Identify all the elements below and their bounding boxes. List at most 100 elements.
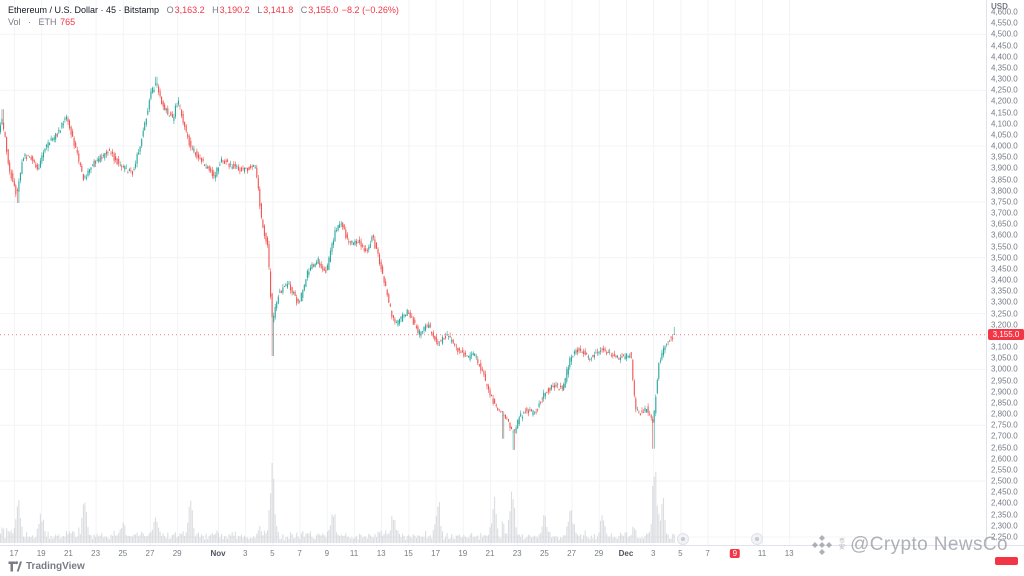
price-axis-label: 4,450.0 [991,41,1018,50]
change-value: −8.2 (−0.26%) [341,5,399,15]
time-axis-label: Dec [618,549,634,558]
price-axis-label: 2,400.0 [991,498,1018,508]
watermark-text: @Crypto NewsCo [850,534,1008,555]
time-axis-label: 19 [458,549,468,558]
chart-canvas[interactable] [0,0,986,545]
price-axis-currency: USD [991,2,1008,11]
time-axis-label: 27 [145,549,155,558]
price-axis-label: 4,150.0 [991,108,1018,118]
volume-unit: ETH [38,17,57,27]
gridlines [0,0,986,545]
price-axis-label: 4,300.0 [991,74,1018,84]
high-value: 3,190.2 [219,5,250,15]
price-axis-label: 3,000.0 [991,364,1018,374]
time-axis-label: 11 [757,549,767,558]
high-label: H [212,5,219,15]
price-axis-label: 2,300.0 [991,521,1018,531]
price-axis-label: 3,250.0 [991,309,1018,319]
price-axis-label: 3,550.0 [991,242,1018,252]
price-axis-label: 4,000.0 [991,141,1018,151]
time-axis-label: 9 [729,549,741,558]
price-axis-label: 3,850.0 [991,175,1018,185]
price-axis[interactable]: USD 3,155.0 4,600.0 4,550.0 4,500.0 4,450.0… [986,0,1024,545]
time-axis-label: 19 [36,549,46,558]
last-price-badge: 3,155.0 [988,329,1024,341]
time-axis-label: 29 [594,549,604,558]
time-axis[interactable]: 17 19 21 23 25 27 29 Nov 3 5 7 9 11 13 15 17 19 21 23 25 27 2… [0,545,986,561]
candles-up-wicks [0,76,675,450]
price-axis-label: 3,400.0 [991,275,1018,285]
time-axis-label: 15 [403,549,413,558]
price-axis-label: 3,950.0 [991,152,1018,162]
price-axis-label: 3,750.0 [991,197,1018,207]
time-axis-label: 5 [678,549,683,558]
chart-legend: Ethereum / U.S. Dollar · 45 · Bitstamp O… [8,4,399,28]
time-axis-label: 29 [172,549,182,558]
price-axis-label: 2,350.0 [991,510,1018,520]
watermark: 币 安 @Crypto NewsCo [810,533,1008,557]
time-axis-label: 7 [297,549,302,558]
price-axis-label: 2,800.0 [991,409,1018,419]
price-axis-label: 3,200.0 [991,320,1018,330]
price-axis-label: 4,100.0 [991,119,1018,129]
price-axis-label: 3,450.0 [991,264,1018,274]
tradingview-attribution[interactable]: TradingView [8,560,85,573]
symbol-title[interactable]: Ethereum / U.S. Dollar · 45 · Bitstamp [8,5,160,15]
timeline-event-icon[interactable] [751,533,763,545]
price-axis-label: 4,550.0 [991,18,1018,28]
low-value: 3,141.8 [263,5,294,15]
price-axis-label: 2,850.0 [991,398,1018,408]
candles-up-bodies [0,83,675,434]
price-axis-label: 3,500.0 [991,253,1018,263]
price-axis-label: 2,900.0 [991,387,1018,397]
price-axis-label: 4,500.0 [991,29,1018,39]
symbol-legend-row[interactable]: Ethereum / U.S. Dollar · 45 · Bitstamp O… [8,4,399,16]
time-axis-label: 23 [512,549,522,558]
price-axis-label: 4,050.0 [991,130,1018,140]
time-axis-label: 21 [63,549,73,558]
price-axis-label: 2,550.0 [991,465,1018,475]
time-axis-label: 13 [376,549,386,558]
price-axis-label: 3,300.0 [991,297,1018,307]
watermark-cn-text: 币 安 [839,539,846,551]
price-axis-label: 3,100.0 [991,342,1018,352]
time-axis-label: 11 [349,549,359,558]
volume-bars [0,463,675,543]
price-axis-label: 4,200.0 [991,96,1018,106]
volume-separator: · [28,17,32,27]
price-axis-label: 4,350.0 [991,63,1018,73]
price-axis-label: 3,800.0 [991,186,1018,196]
time-axis-label: 9 [324,549,330,558]
tradingview-logo-icon [8,561,22,572]
time-axis-label: 27 [567,549,577,558]
price-axis-label: 2,450.0 [991,487,1018,497]
axis-corner[interactable] [986,545,1024,561]
binance-diamond-icon [812,535,833,555]
price-axis-label: 2,750.0 [991,420,1018,430]
low-label: L [257,5,263,15]
price-axis-label: 3,700.0 [991,208,1018,218]
close-label: C [300,5,308,15]
price-axis-label: 2,250.0 [991,532,1018,542]
time-axis-label: 23 [91,549,101,558]
time-axis-label: 13 [784,549,794,558]
time-axis-label: 5 [270,549,275,558]
time-axis-label: 21 [485,549,495,558]
open-value: 3,163.2 [174,5,205,15]
price-axis-label: 3,600.0 [991,230,1018,240]
price-axis-label: 3,900.0 [991,163,1018,173]
time-axis-label: 7 [705,549,710,558]
tradingview-wordmark: TradingView [26,561,85,572]
candlestick-chart[interactable] [0,0,986,545]
timeline-event-icon[interactable] [677,533,689,545]
price-axis-label: 4,400.0 [991,52,1018,62]
price-axis-label: 2,950.0 [991,376,1018,386]
volume-value: 765 [60,17,76,27]
candles-down-bodies [3,86,674,431]
time-axis-label: 3 [650,549,656,558]
time-axis-label: 17 [431,549,441,558]
volume-label: Vol [8,17,21,27]
price-axis-label: 4,250.0 [991,85,1018,95]
volume-legend-row[interactable]: Vol · ETH 765 [8,16,399,28]
